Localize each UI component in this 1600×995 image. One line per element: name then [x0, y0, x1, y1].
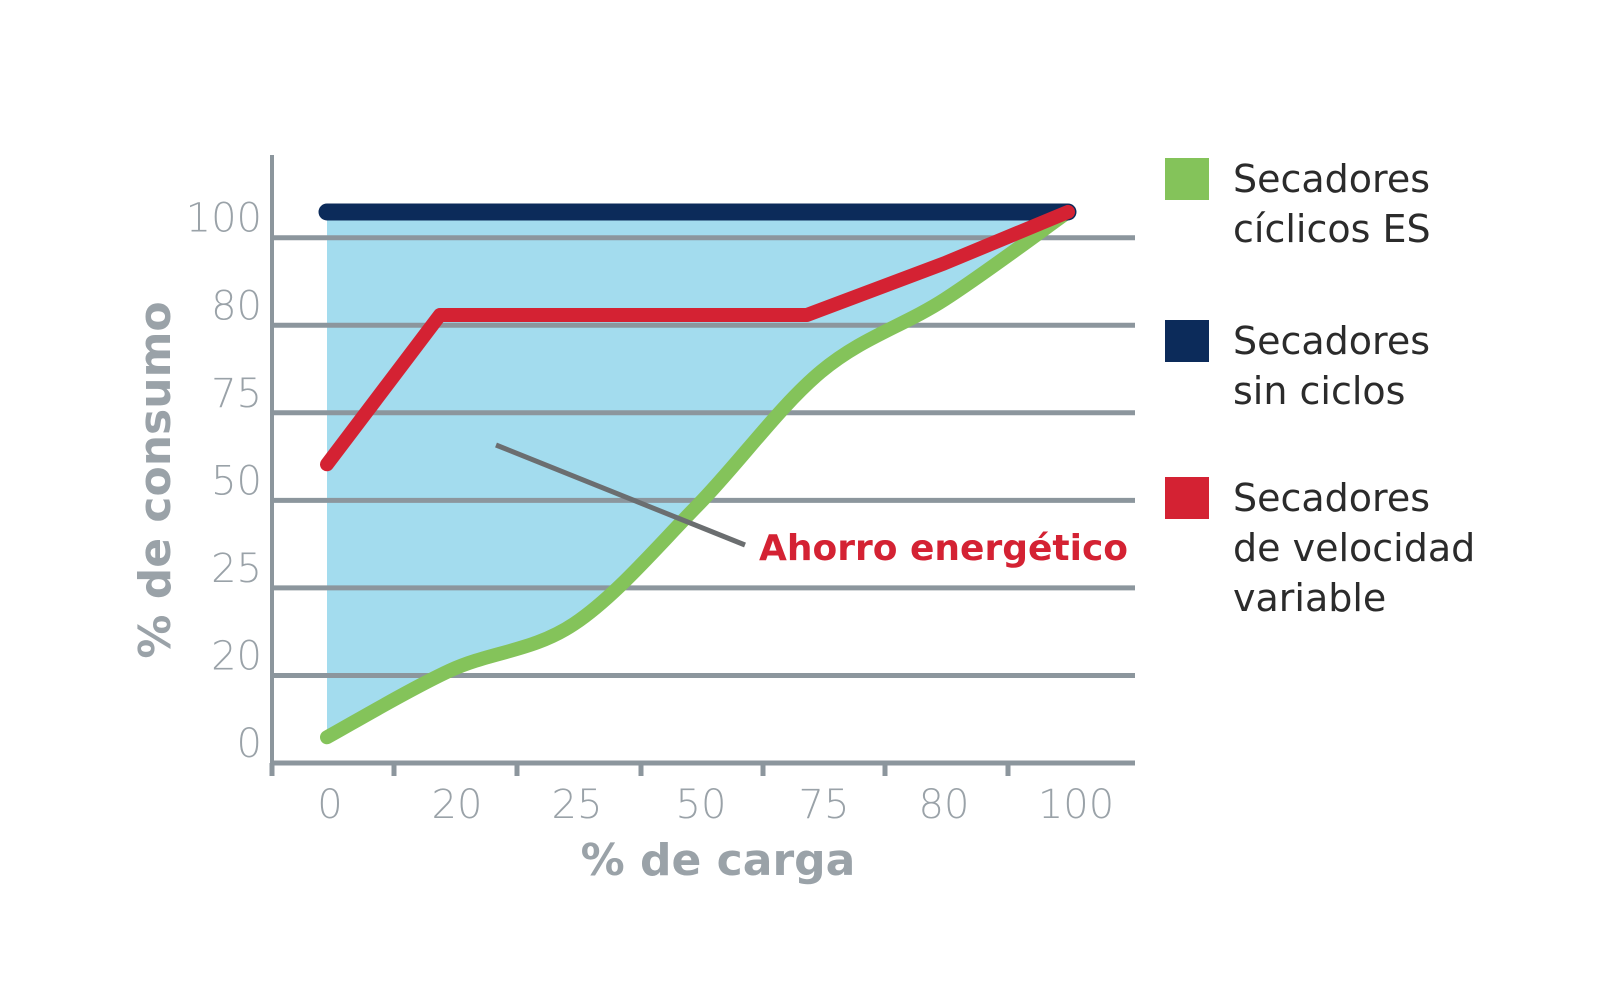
legend-label: cíclicos ES — [1233, 207, 1431, 251]
grid-layer — [272, 235, 1135, 678]
y-tick-label: 75 — [211, 371, 262, 417]
y-tick-label: 50 — [211, 458, 262, 504]
x-tick-label: 25 — [552, 782, 603, 828]
y-tick-label: 80 — [211, 283, 262, 329]
y-tick-label: 0 — [237, 721, 262, 767]
legend-label: sin ciclos — [1233, 369, 1405, 413]
legend: Secadores cíclicos ES Secadores sin ciclos S… — [1165, 157, 1475, 620]
series-line-1 — [320, 204, 1075, 745]
axes-layer — [269, 155, 1135, 776]
y-tick-label: 100 — [186, 196, 262, 242]
annotation-label: Ahorro energético — [759, 528, 1128, 569]
x-tick-label: 100 — [1038, 782, 1114, 828]
series-line-3 — [320, 204, 1075, 472]
legend-label: Secadores — [1233, 476, 1430, 520]
y-tick-label: 20 — [211, 633, 262, 679]
y-axis-title: % de consumo — [130, 301, 181, 658]
shaded-area-layer — [327, 211, 1068, 738]
x-tick-label: 50 — [676, 782, 727, 828]
legend-swatch — [1165, 320, 1209, 362]
annotation-layer: Ahorro energético — [495, 442, 1128, 569]
legend-label: de velocidad — [1233, 526, 1475, 570]
series-layer — [318, 203, 1077, 745]
legend-label: variable — [1233, 576, 1386, 620]
y-tick-label: 25 — [211, 546, 262, 592]
x-tick-label: 75 — [799, 782, 850, 828]
x-tick-label: 20 — [432, 782, 483, 828]
x-tick-label: 0 — [317, 782, 342, 828]
legend-swatch — [1165, 158, 1209, 200]
x-axis-title: % de carga — [581, 835, 856, 886]
legend-label: Secadores — [1233, 157, 1430, 201]
x-tick-label: 80 — [919, 782, 970, 828]
legend-label: Secadores — [1233, 319, 1430, 363]
savings-shaded-area — [327, 211, 1068, 738]
legend-swatch — [1165, 477, 1209, 519]
tick-labels-layer: 0 20 25 50 75 80 100 0 20 25 50 75 80 100 — [186, 196, 1115, 828]
annotation-pointer — [495, 442, 746, 548]
